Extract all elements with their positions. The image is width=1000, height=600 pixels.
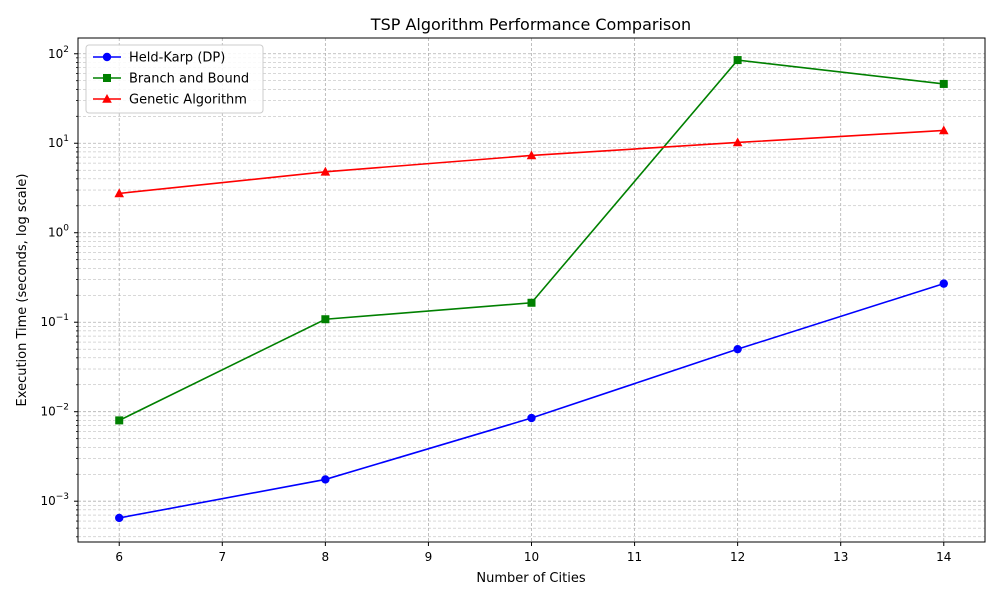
- legend-label: Genetic Algorithm: [129, 93, 247, 108]
- data-point: [321, 315, 330, 324]
- y-tick-base: 10: [40, 405, 55, 419]
- legend-label: Held-Karp (DP): [129, 51, 225, 66]
- y-tick-base: 10: [40, 315, 55, 329]
- series-2: [114, 125, 949, 198]
- data-point: [321, 475, 330, 484]
- y-tick-label: 100: [48, 224, 69, 240]
- data-point: [733, 56, 742, 65]
- x-tick-label: 8: [322, 550, 330, 564]
- y-tick-label: 101: [48, 134, 69, 150]
- x-tick-label: 10: [524, 550, 539, 564]
- x-tick-label: 12: [730, 550, 745, 564]
- y-tick-exponent: 2: [63, 45, 69, 55]
- x-tick-label: 7: [218, 550, 226, 564]
- x-tick-label: 13: [833, 550, 848, 564]
- series-0: [115, 279, 948, 523]
- data-point: [114, 188, 125, 198]
- y-tick-label: 10−1: [40, 313, 69, 329]
- legend-label: Branch and Bound: [129, 72, 249, 87]
- y-tick-base: 10: [48, 136, 63, 150]
- y-tick-base: 10: [48, 47, 63, 61]
- data-point: [115, 513, 124, 523]
- y-tick-label: 102: [48, 45, 69, 61]
- y-tick-exponent: 0: [63, 224, 69, 234]
- x-tick-label: 6: [115, 550, 123, 564]
- data-point: [320, 166, 331, 176]
- x-axis-label: Number of Cities: [476, 571, 585, 586]
- legend-marker: [102, 52, 112, 62]
- legend-box: [85, 44, 264, 114]
- data-point: [939, 279, 948, 288]
- data-point: [938, 125, 949, 135]
- y-tick-label: 10−2: [40, 403, 69, 419]
- chart-title: TSP Algorithm Performance Comparison: [370, 15, 691, 34]
- data-point: [732, 137, 743, 147]
- data-point: [115, 416, 124, 425]
- data-point: [527, 413, 536, 423]
- y-tick-exponent: 1: [63, 134, 69, 144]
- legend-marker: [103, 74, 111, 82]
- y-tick-exponent: −1: [56, 313, 69, 323]
- y-tick-base: 10: [40, 494, 55, 508]
- x-tick-label: 11: [627, 550, 642, 564]
- legend-marker: [102, 94, 112, 103]
- grid: [78, 38, 985, 542]
- series-1: [115, 56, 948, 425]
- x-tick-label: 14: [936, 550, 951, 564]
- data-point: [733, 344, 742, 354]
- data-point: [527, 298, 536, 307]
- legend-item: Genetic Algorithm: [93, 93, 247, 108]
- legend-item: Branch and Bound: [93, 72, 249, 87]
- y-tick-label: 10−3: [40, 492, 69, 508]
- legend: Held-Karp (DP) Branch and Bound Genetic Al…: [85, 44, 264, 114]
- y-axis-label: Execution Time (seconds, log scale): [15, 174, 30, 407]
- x-tick-label: 9: [425, 550, 433, 564]
- data-point: [526, 150, 537, 160]
- legend-item: Held-Karp (DP): [93, 51, 225, 66]
- data-point: [939, 79, 948, 88]
- y-tick-exponent: −3: [56, 492, 69, 502]
- y-tick-exponent: −2: [56, 403, 69, 413]
- series-layer: [114, 56, 949, 523]
- y-tick-base: 10: [48, 226, 63, 240]
